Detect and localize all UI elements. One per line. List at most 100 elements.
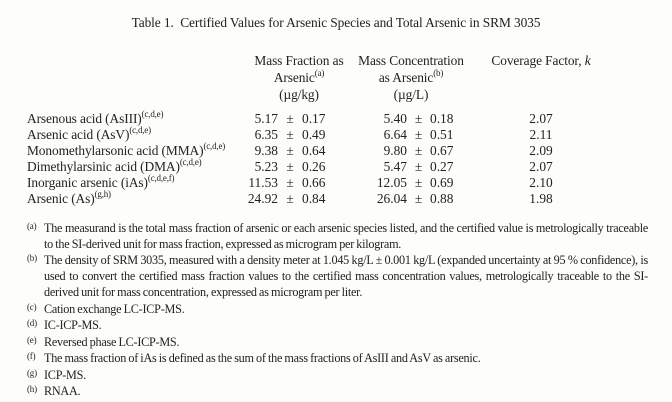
pm-sign: ±: [286, 143, 294, 158]
footnote-marker: (c): [27, 301, 37, 312]
footnote-text: The density of SRM 3035, measured with a…: [44, 253, 648, 300]
footnote-ref: (c,d,e): [129, 124, 151, 135]
species-cell: Arsenic acid (AsV)(c,d,e): [27, 124, 151, 142]
coverage-factor-cell: 2.07: [529, 111, 553, 126]
col-header-line: Arsenic(a): [273, 67, 325, 85]
pm-sign: ±: [286, 191, 294, 206]
footnote-text: RNAA.: [44, 384, 81, 399]
mass-concentration-cell: 5.47 ±0.27: [355, 159, 467, 175]
col-header-line: Mass Fraction as: [254, 53, 344, 68]
col-header-mass-fraction: Mass Fraction as Arsenic(a) (µg/kg): [243, 52, 355, 103]
col-header-unit: (µg/L): [393, 87, 429, 102]
uncertainty: 0.88: [430, 191, 454, 206]
coverage-factor-cell: 1.98: [529, 191, 553, 206]
footnote: (g) ICP-MS.: [27, 368, 648, 384]
mass-concentration-cell: 12.05 ±0.69: [355, 175, 467, 191]
value: 6.64: [383, 127, 407, 142]
pm-sign: ±: [286, 175, 294, 190]
k-symbol: k: [584, 53, 591, 68]
mass-concentration-cell: 6.64 ±0.51: [355, 127, 467, 143]
footnote-ref: (c,d,e,f): [147, 172, 175, 183]
col-header-species: [27, 52, 243, 103]
col-header-line: as Arsenic(b): [378, 67, 444, 85]
footnote-text: The mass fraction of iAs is defined as t…: [44, 351, 481, 366]
footnote-marker: (g): [27, 367, 37, 378]
mass-fraction-cell: 6.35 ±0.49: [243, 127, 355, 143]
uncertainty: 0.26: [302, 159, 326, 174]
value: 5.17: [254, 111, 278, 126]
uncertainty: 0.18: [430, 111, 454, 126]
pm-sign: ±: [414, 175, 423, 190]
footnote-marker: (e): [27, 334, 37, 345]
coverage-factor-cell: 2.07: [529, 159, 553, 174]
uncertainty: 0.69: [430, 175, 454, 190]
value: 9.80: [383, 143, 407, 158]
footnote-marker: (b): [27, 253, 37, 264]
uncertainty: 0.17: [302, 111, 326, 126]
col-header-line: Mass Concentration: [358, 53, 464, 68]
footnote: (a) The measurand is the total mass fract…: [27, 221, 648, 253]
col-header-coverage-factor: Coverage Factor, k: [491, 53, 591, 68]
species-cell: Inorganic arsenic (iAs)(c,d,e,f): [27, 172, 175, 190]
footnote-text: IC-ICP-MS.: [44, 318, 102, 333]
uncertainty: 0.27: [430, 159, 454, 174]
value: 5.40: [383, 111, 407, 126]
pm-sign: ±: [414, 111, 423, 126]
value: 12.05: [376, 175, 407, 190]
col-header-unit: (µg/kg): [279, 87, 319, 102]
footnote-ref: (c,d,e): [141, 108, 164, 119]
footnote: (b) The density of SRM 3035, measured wit…: [27, 253, 648, 301]
footnote-marker: (f): [27, 351, 36, 362]
value: 11.53: [248, 175, 278, 190]
value: 5.47: [383, 159, 407, 174]
coverage-factor-cell: 2.09: [529, 143, 553, 158]
footnote: (d) IC-ICP-MS.: [27, 318, 648, 334]
table-body: Arsenous acid (AsIII)(c,d,e) 5.17 ±0.17 5…: [27, 108, 672, 207]
footnote-marker: (a): [27, 221, 37, 231]
footnote-ref: (g,h): [94, 188, 111, 199]
value: 5.23: [254, 159, 278, 174]
mass-fraction-cell: 9.38 ±0.64: [243, 143, 355, 159]
footnote: (f) The mass fraction of iAs is defined a…: [27, 351, 648, 367]
pm-sign: ±: [414, 127, 423, 142]
mass-concentration-cell: 9.80 ±0.67: [355, 143, 467, 159]
value: 24.92: [247, 191, 278, 206]
uncertainty: 0.67: [430, 143, 454, 158]
coverage-factor-cell: 2.11: [529, 127, 553, 142]
mass-fraction-cell: 5.17 ±0.17: [243, 111, 355, 127]
species-cell: Monomethylarsonic acid (MMA)(c,d,e): [27, 140, 226, 158]
uncertainty: 0.49: [302, 127, 326, 142]
species-cell: Arsenic (As)(g,h): [27, 188, 111, 206]
footnote: (e) Reversed phase LC-ICP-MS.: [27, 335, 648, 351]
pm-sign: ±: [286, 127, 294, 142]
footnote-text: Reversed phase LC-ICP-MS.: [44, 334, 180, 349]
footnote: (h) RNAA.: [27, 384, 648, 400]
mass-fraction-cell: 5.23 ±0.26: [243, 159, 355, 175]
species-cell: Dimethylarsinic acid (DMA)(c,d,e): [27, 156, 202, 174]
uncertainty: 0.64: [302, 143, 326, 158]
pm-sign: ±: [414, 159, 423, 174]
footnote-ref: (c,d,e): [203, 140, 226, 151]
pm-sign: ±: [286, 159, 294, 174]
uncertainty: 0.84: [302, 191, 326, 206]
footnote-ref: (c,d,e): [179, 156, 202, 167]
species-cell: Arsenous acid (AsIII)(c,d,e): [27, 108, 164, 126]
footnotes-section: (a) The measurand is the total mass fract…: [27, 221, 648, 400]
footnote-ref: (a): [314, 67, 325, 78]
footnote: (c) Cation exchange LC-ICP-MS.: [27, 302, 648, 318]
mass-concentration-cell: 26.04 ±0.88: [355, 191, 467, 207]
footnote-text: ICP-MS.: [44, 367, 86, 382]
pm-sign: ±: [414, 143, 423, 158]
uncertainty: 0.66: [302, 175, 326, 190]
value: 6.35: [254, 127, 278, 142]
mass-fraction-cell: 11.53 ±0.66: [243, 175, 355, 191]
pm-sign: ±: [414, 191, 423, 206]
footnote-text: The measurand is the total mass fraction…: [44, 221, 648, 251]
mass-concentration-cell: 5.40 ±0.18: [355, 111, 467, 127]
uncertainty: 0.51: [430, 127, 454, 142]
value: 26.04: [376, 191, 407, 206]
footnote-marker: (d): [27, 318, 37, 329]
mass-fraction-cell: 24.92 ±0.84: [243, 191, 355, 207]
footnote-text: Cation exchange LC-ICP-MS.: [44, 301, 185, 316]
